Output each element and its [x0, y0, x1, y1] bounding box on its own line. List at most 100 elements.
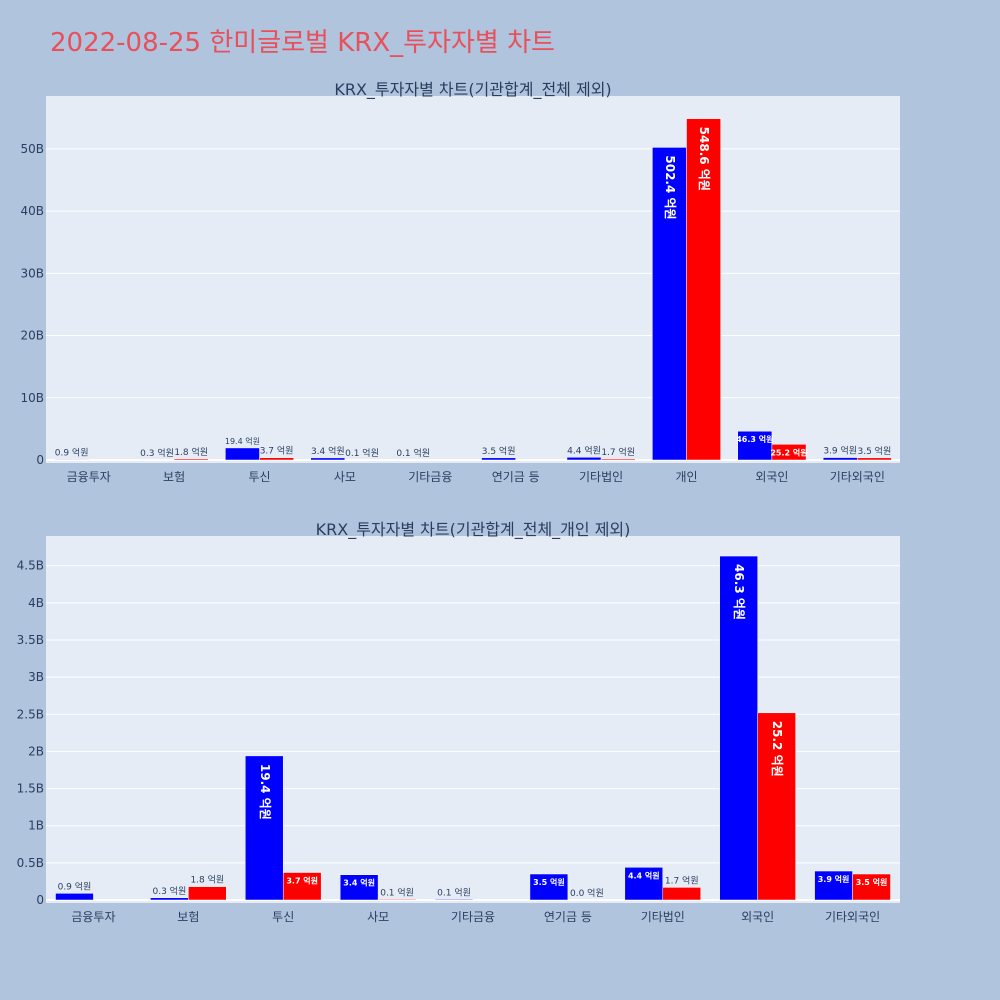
bar-label: 3.5 억원: [858, 445, 892, 457]
bar-label: 0.1 억원: [437, 886, 471, 898]
bar-label: 46.3 억원: [732, 564, 746, 620]
y-tick-label: 20B: [20, 329, 44, 343]
bar-label: 548.6 억원: [697, 127, 711, 191]
x-tick-label: 금융투자: [71, 910, 115, 924]
bar-label: 1.8 억원: [174, 446, 208, 458]
y-tick-label: 1B: [28, 819, 44, 833]
bar: [245, 755, 284, 901]
bar: [662, 887, 701, 901]
x-tick-label: 외국인: [755, 470, 788, 484]
bar: [150, 897, 189, 901]
y-tick-label: 4.5B: [17, 559, 44, 573]
bar: [55, 893, 94, 901]
bar-label: 3.9 억원: [823, 445, 857, 457]
bar-label: 0.0 억원: [570, 887, 604, 899]
bar-label: 0.3 억원: [140, 447, 174, 459]
plot-area: [46, 96, 900, 463]
bar: [771, 444, 807, 461]
bar: [686, 118, 721, 461]
bar-label: 1.7 억원: [601, 446, 635, 458]
bar-label: 3.5 억원: [482, 445, 516, 457]
bar: [310, 457, 346, 461]
x-tick-label: 사모: [334, 470, 356, 484]
bar-label: 4.4 억원: [628, 870, 660, 880]
bar-label: 4.4 억원: [567, 444, 601, 456]
x-tick-label: 개인: [675, 470, 697, 484]
bar-label: 3.5 억원: [533, 877, 565, 887]
y-tick-label: 40B: [20, 204, 44, 218]
chart-title: KRX_투자자별 차트(기관합계_전체_개인 제외): [316, 520, 631, 540]
bar-label: 46.3 억원: [736, 434, 773, 444]
x-tick-label: 외국인: [741, 910, 774, 924]
bar-label: 0.9 억원: [55, 446, 89, 458]
bar: [377, 899, 417, 901]
bar: [434, 899, 474, 901]
bar-label: 25.2 억원: [770, 447, 807, 457]
bar-label: 25.2 억원: [770, 721, 784, 777]
bar: [188, 886, 227, 901]
bar-label: 0.1 억원: [345, 447, 379, 459]
bar-label: 0.1 억원: [396, 447, 430, 459]
bar: [282, 872, 322, 901]
y-tick-label: 30B: [20, 266, 44, 280]
y-tick-label: 2.5B: [17, 707, 44, 721]
x-tick-label: 기타외국인: [830, 470, 885, 484]
y-tick-label: 0.5B: [17, 856, 44, 870]
y-tick-label: 10B: [20, 391, 44, 405]
bar: [339, 874, 379, 901]
bar-label: 502.4 억원: [663, 155, 677, 219]
bar: [757, 712, 796, 901]
bar: [481, 457, 516, 461]
x-tick-label: 투신: [272, 910, 294, 924]
y-tick-label: 3.5B: [17, 633, 44, 647]
bar-label: 19.4 억원: [225, 436, 260, 446]
y-tick-label: 0: [36, 893, 44, 907]
bar: [719, 555, 758, 901]
bar-label: 1.8 억원: [190, 874, 224, 886]
chart-title: KRX_투자자별 차트(기관합계_전체 제외): [334, 80, 611, 100]
y-tick-label: 2B: [28, 744, 44, 758]
bar-label: 3.7 억원: [260, 445, 294, 457]
bar: [54, 459, 89, 461]
bar-label: 3.9 억원: [818, 874, 850, 884]
bar: [857, 457, 892, 461]
x-tick-label: 사모: [367, 910, 389, 924]
x-tick-label: 보험: [163, 470, 185, 484]
bar: [225, 447, 260, 461]
x-tick-label: 기타금융: [408, 470, 452, 484]
y-tick-label: 1.5B: [17, 782, 44, 796]
x-tick-label: 연기금 등: [492, 470, 540, 484]
y-tick-label: 3B: [28, 670, 44, 684]
bar-label: 3.4 억원: [311, 445, 345, 457]
bar: [173, 458, 209, 461]
bar: [566, 457, 602, 461]
x-tick-label: 연기금 등: [544, 910, 592, 924]
bar: [529, 873, 569, 901]
bar: [814, 870, 853, 901]
bar: [852, 873, 891, 901]
bar-label: 3.5 억원: [856, 877, 888, 887]
y-tick-label: 4B: [28, 596, 44, 610]
bar: [600, 458, 636, 461]
bar: [624, 867, 664, 901]
bar-label: 0.3 억원: [152, 885, 186, 897]
bar-label: 19.4 억원: [258, 764, 272, 820]
y-tick-label: 0: [36, 453, 44, 467]
x-tick-label: 기타법인: [641, 910, 685, 924]
x-tick-label: 금융투자: [67, 470, 111, 484]
bar-label: 1.7 억원: [665, 874, 699, 886]
bar-label: 3.4 억원: [343, 878, 375, 888]
bar: [259, 457, 294, 461]
x-tick-label: 기타외국인: [825, 910, 880, 924]
bar-label: 3.7 억원: [286, 876, 318, 886]
chart-excluding-institution-total: 0 10B 20B 30B 40B 50B KRX_투자자별 차트(기관합계_전체 제외) 금…: [20, 80, 900, 484]
x-tick-label: 기타금융: [451, 910, 495, 924]
bar-label: 0.1 억원: [380, 886, 414, 898]
bar-label: 0.9 억원: [58, 880, 92, 892]
page-title: 2022-08-25 한미글로벌 KRX_투자자별 차트: [50, 28, 555, 58]
x-tick-label: 투신: [248, 470, 270, 484]
chart-excluding-institution-and-individual: 0 0.5B 1B 1.5B 2B 2.5B 3B 3.5B 4B 4.5B KRX_투자자별 차트…: [17, 520, 900, 924]
bar: [737, 430, 773, 461]
y-tick-label: 50B: [20, 142, 44, 156]
x-tick-label: 보험: [177, 910, 199, 924]
